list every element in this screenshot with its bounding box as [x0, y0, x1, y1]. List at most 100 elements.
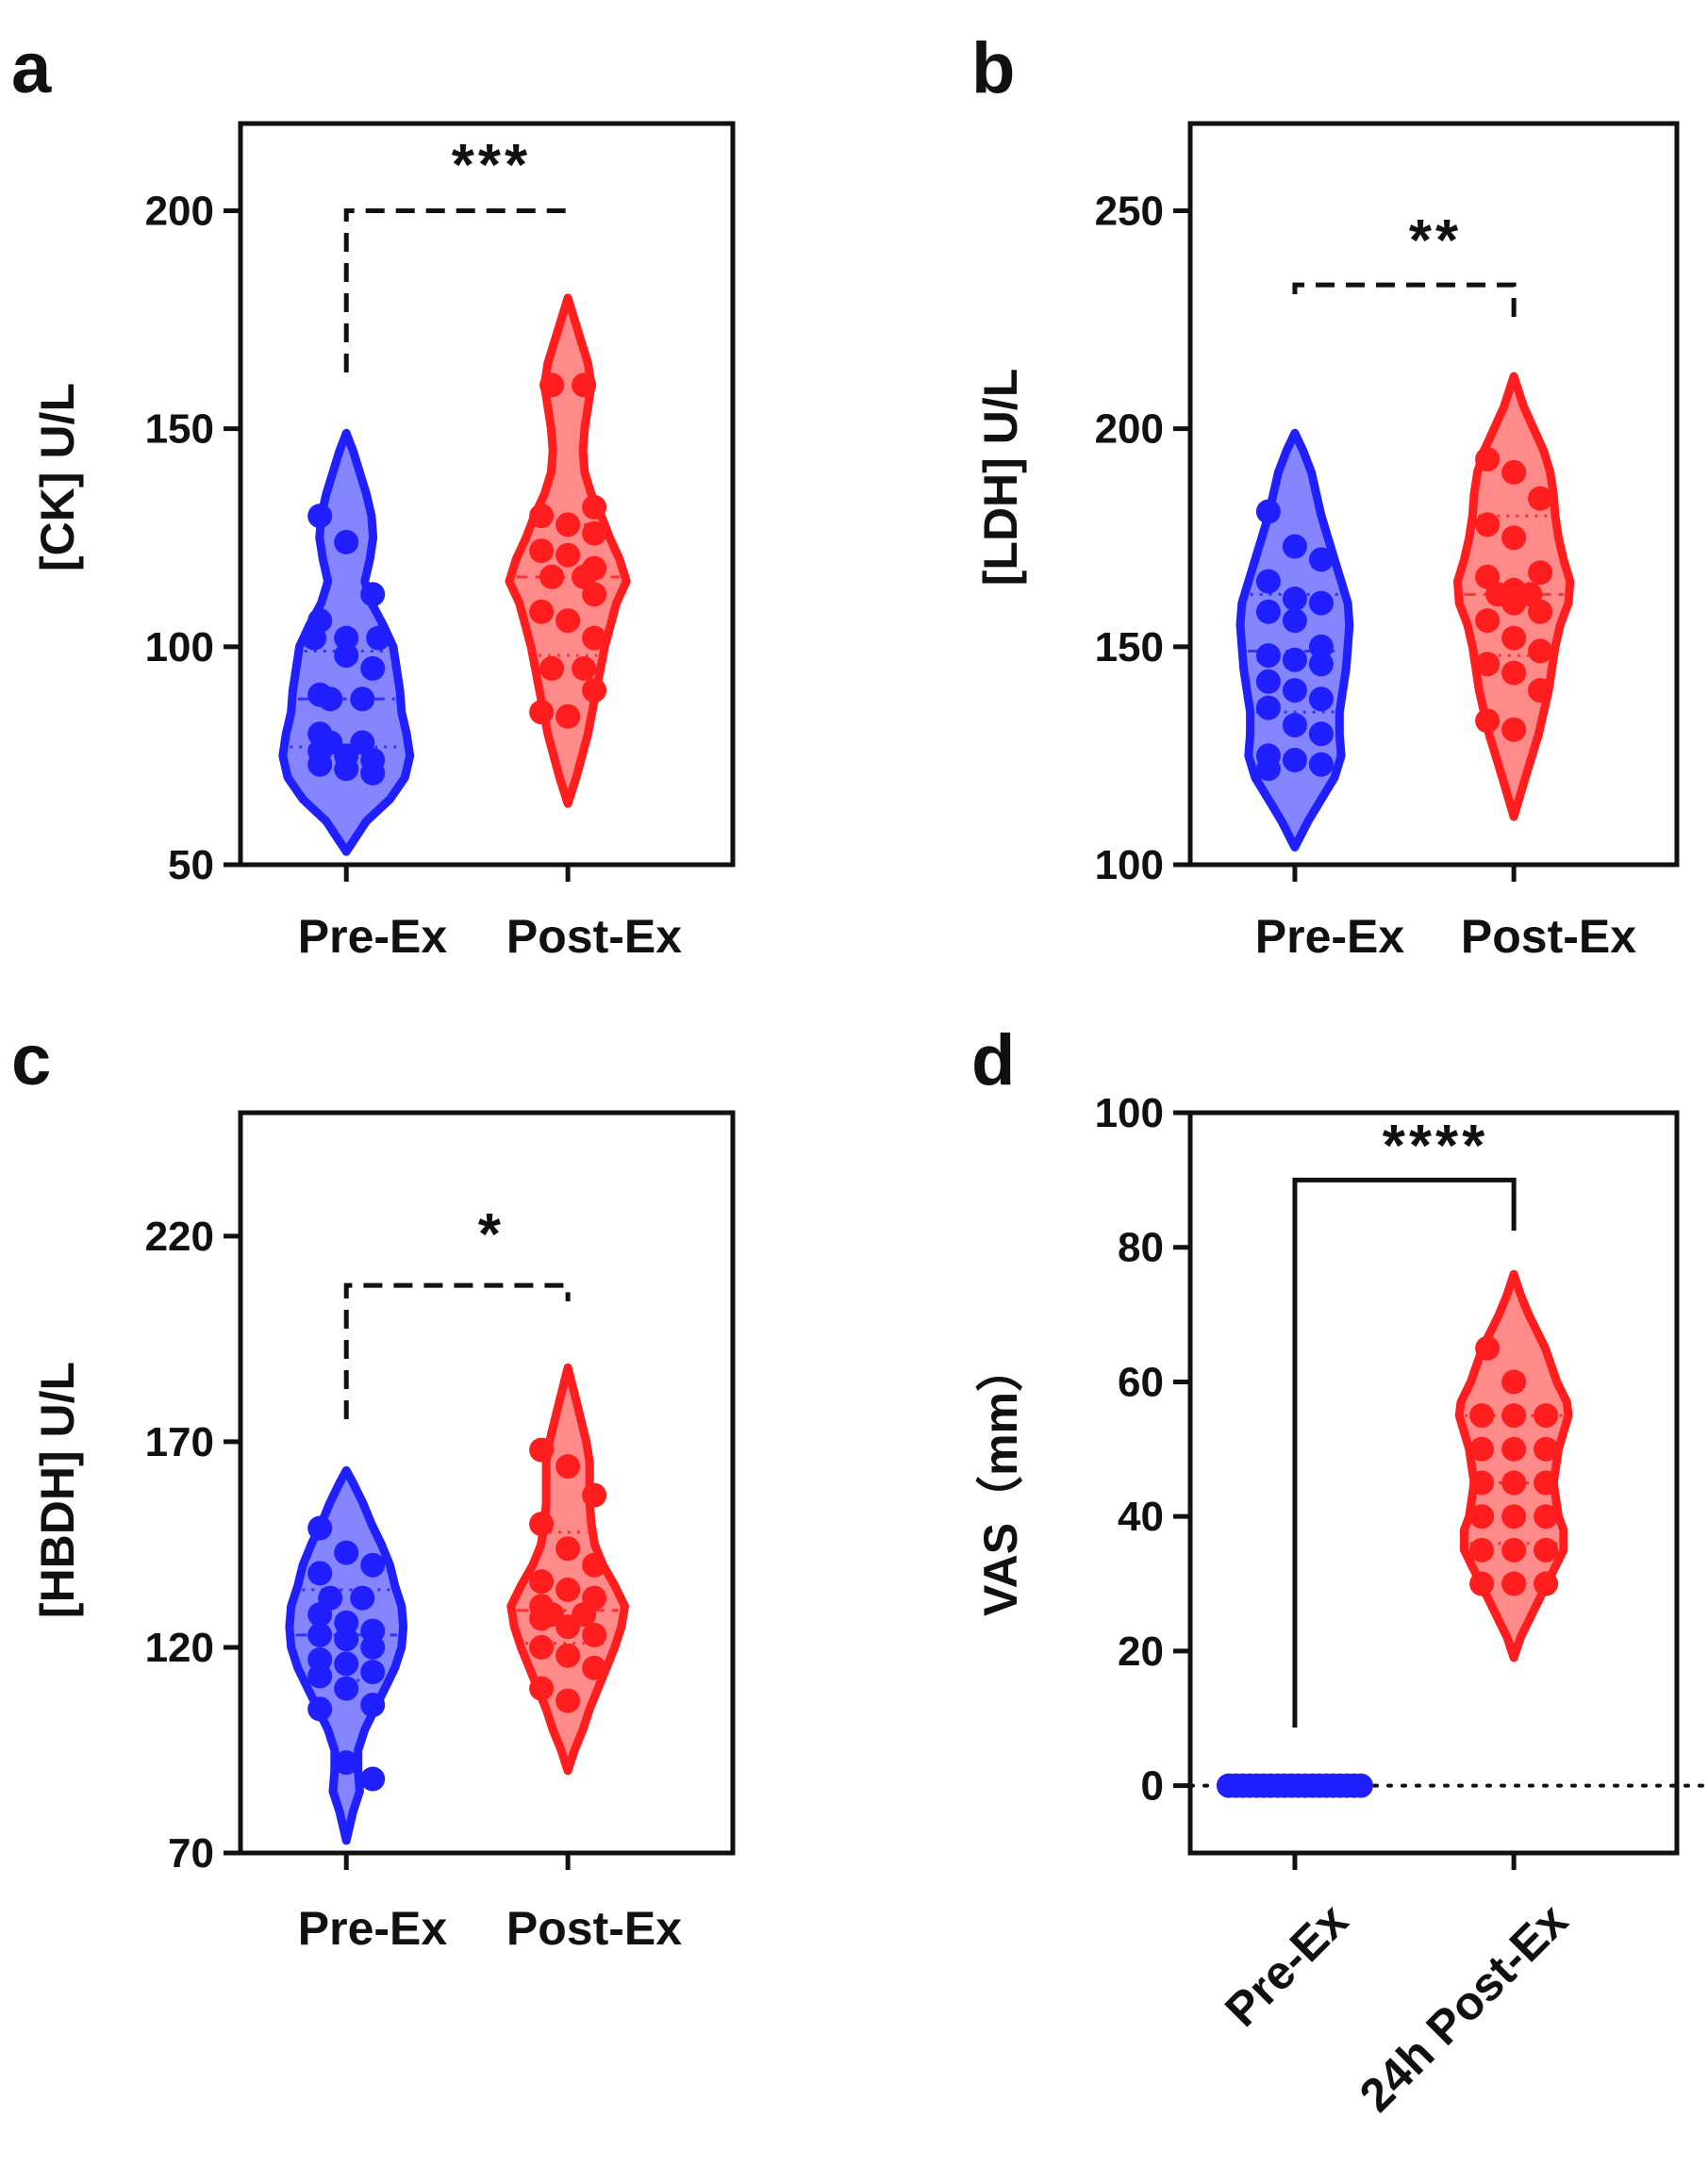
category-label-post: Post-Ex — [1461, 910, 1636, 963]
significance-label: ** — [1409, 208, 1462, 273]
data-point-post — [529, 1569, 555, 1595]
y-axis-title: [LDH] U/L — [974, 369, 1027, 587]
data-point-pre — [1255, 569, 1281, 594]
data-point-pre — [1282, 608, 1307, 634]
data-point-post — [1501, 1403, 1527, 1429]
data-point-pre — [334, 529, 359, 554]
data-point-post — [556, 1688, 581, 1713]
y-tick-label: 50 — [168, 842, 214, 888]
data-point-pre — [318, 686, 343, 712]
data-point-pre — [307, 752, 333, 777]
data-point-pre — [302, 625, 327, 651]
data-point-post — [556, 703, 581, 729]
data-point-post — [582, 1655, 607, 1680]
data-point-pre — [1255, 756, 1281, 782]
data-point-post — [582, 582, 607, 607]
data-point-post — [556, 1454, 581, 1480]
data-point-pre — [1308, 686, 1334, 712]
data-point-post — [556, 512, 581, 537]
category-label-post: Post-Ex — [506, 1902, 682, 1955]
data-point-post — [529, 1606, 555, 1631]
data-point-post — [1534, 1436, 1559, 1462]
y-tick-label: 100 — [1095, 1090, 1164, 1136]
data-point-post — [572, 372, 597, 398]
data-point-pre — [1308, 634, 1334, 659]
y-tick-label: 80 — [1118, 1225, 1164, 1271]
data-point-post — [556, 1614, 581, 1640]
data-point-post — [539, 372, 565, 398]
data-point-pre — [360, 1634, 386, 1660]
data-point-post — [529, 538, 555, 564]
data-point-post — [1534, 1504, 1559, 1530]
data-point-post — [1501, 660, 1527, 686]
data-point-pre — [350, 686, 375, 712]
data-point-post — [582, 678, 607, 703]
plot-frame — [1187, 121, 1680, 868]
data-point-post — [1501, 717, 1527, 742]
data-point-post — [529, 599, 555, 624]
significance-bracket — [1292, 282, 1517, 321]
y-tick-label: 100 — [1095, 842, 1164, 888]
data-point-pre — [307, 1663, 333, 1689]
y-tick-label: 70 — [168, 1830, 214, 1877]
significance-bracket — [343, 207, 571, 372]
y-tick-label: 120 — [145, 1625, 214, 1671]
data-point-post — [1501, 625, 1527, 651]
data-point-post — [529, 1437, 555, 1463]
data-point-post — [582, 494, 607, 520]
y-tick-label: 100 — [145, 624, 214, 670]
data-point-post — [556, 608, 581, 634]
data-point-post — [529, 1634, 555, 1660]
data-point-post — [1501, 1504, 1527, 1530]
plot-area-b: 100 150 200 250 — [1095, 121, 1680, 888]
y-tick-label: 0 — [1141, 1763, 1164, 1810]
data-point-post — [1469, 1504, 1495, 1530]
y-tick-label: 200 — [145, 188, 214, 234]
data-point-pre — [1282, 678, 1307, 703]
data-point-post — [582, 1622, 607, 1647]
data-point-post — [1501, 1369, 1527, 1395]
data-point-post — [572, 655, 597, 681]
y-tick-label: 150 — [145, 406, 214, 453]
category-label-pre: Pre-Ex — [298, 1902, 448, 1955]
data-point-pre — [1282, 647, 1307, 672]
significance-label: * — [478, 1202, 505, 1267]
data-point-pre — [307, 504, 333, 529]
data-point-post — [529, 1676, 555, 1701]
y-tick-label: 60 — [1118, 1359, 1164, 1405]
data-point-pre — [1308, 721, 1334, 747]
y-tick-label: 20 — [1118, 1629, 1164, 1675]
category-label-pre: Pre-Ex — [298, 910, 448, 963]
category-label-post: Post-Ex — [506, 910, 682, 963]
panel-letter-b: b — [971, 28, 1015, 108]
data-point-post — [582, 1552, 607, 1578]
y-axis-title: [CK] U/L — [31, 383, 84, 571]
data-point-pre — [1255, 669, 1281, 694]
y-tick-label: 170 — [145, 1419, 214, 1465]
panel-letter-d: d — [971, 1020, 1015, 1100]
plot-area-c: 70 120 170 220 — [145, 1110, 736, 1877]
violin-post — [1454, 1269, 1573, 1662]
data-point-post — [582, 625, 607, 651]
y-tick-label: 200 — [1095, 406, 1164, 453]
data-point-post — [1475, 652, 1501, 677]
data-point-pre — [307, 1602, 333, 1628]
significance-bracket — [1292, 1177, 1517, 1728]
data-point-pre — [360, 1693, 386, 1717]
data-point-post — [1475, 708, 1501, 734]
data-point-post — [1528, 486, 1553, 511]
data-point-pre — [307, 1696, 333, 1722]
data-point-post — [556, 542, 581, 568]
data-point-post — [1501, 1436, 1527, 1462]
data-point-pre — [1282, 713, 1307, 737]
y-tick-label: 250 — [1095, 188, 1164, 234]
plot-area-d: 0 20 40 60 80 100 — [1095, 1090, 1707, 1870]
data-point-post — [539, 655, 565, 681]
panel-a: a [CK] U/L 50 100 150 200 *** Pre-Ex Post-E… — [11, 28, 736, 963]
data-point-pre — [334, 1651, 359, 1677]
data-point-post — [1528, 599, 1553, 624]
plot-area-a: 50 100 150 200 — [145, 121, 736, 888]
y-tick-label: 40 — [1118, 1494, 1164, 1540]
data-point-post — [1534, 1470, 1559, 1496]
